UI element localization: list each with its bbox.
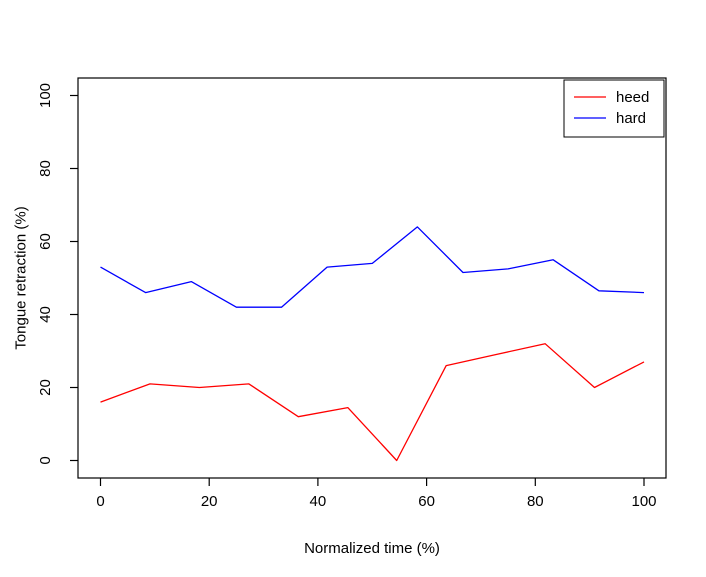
- y-tick-label: 100: [37, 83, 54, 108]
- y-tick-label: 80: [37, 160, 54, 177]
- x-tick-label: 20: [201, 493, 218, 510]
- y-axis: 0 20 40 60 80 100: [37, 83, 78, 465]
- y-tick-label: 60: [37, 233, 54, 250]
- legend: heed hard: [563, 79, 665, 138]
- legend-box: [563, 79, 665, 138]
- plot-frame: [77, 77, 667, 479]
- x-tick-label: 0: [96, 493, 104, 510]
- x-tick-label: 100: [631, 493, 656, 510]
- series-line-heed: [100, 343, 645, 462]
- plot-box: [77, 77, 667, 479]
- y-axis-title: Tongue retraction (%): [12, 206, 30, 350]
- legend-label-heed: heed: [616, 89, 649, 106]
- legend-label-hard: hard: [616, 110, 646, 127]
- x-axis-title: Normalized time (%): [304, 540, 440, 557]
- x-tick-label: 40: [310, 493, 327, 510]
- series-line-hard: [100, 226, 645, 308]
- y-tick-label: 20: [37, 379, 54, 396]
- y-tick-label: 40: [37, 306, 54, 323]
- y-tick-label: 0: [37, 456, 54, 464]
- x-tick-label: 60: [418, 493, 435, 510]
- x-tick-label: 80: [527, 493, 544, 510]
- series-lines: [100, 226, 645, 462]
- x-axis: 0 20 40 60 80 100: [96, 478, 657, 510]
